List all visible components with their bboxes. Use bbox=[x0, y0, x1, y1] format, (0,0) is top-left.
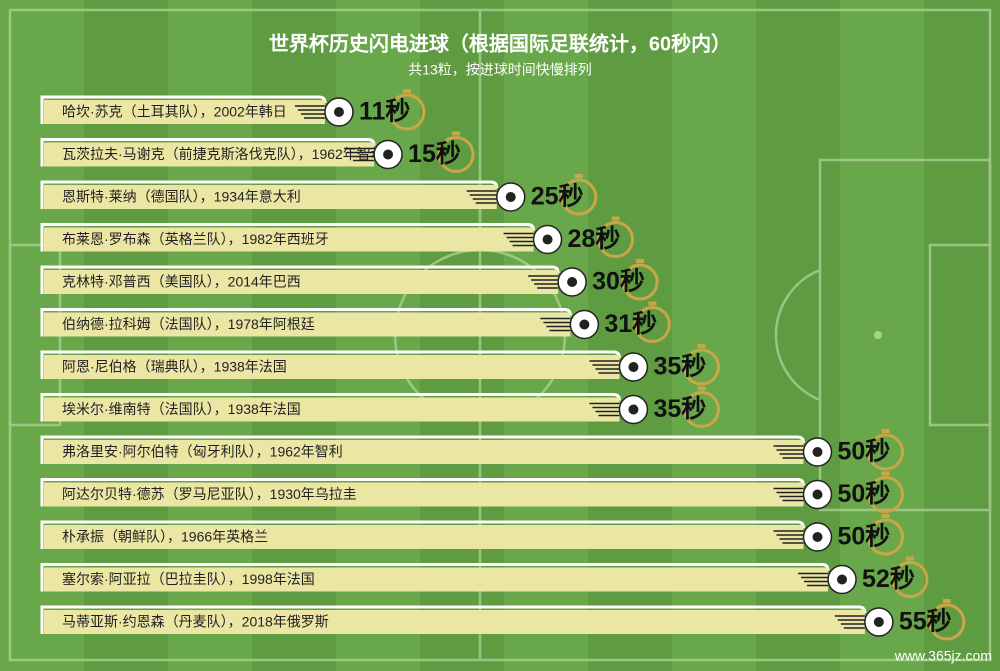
stopwatch-knob bbox=[881, 471, 890, 476]
ball-patch bbox=[579, 319, 590, 330]
value-label: 15秒 bbox=[408, 140, 461, 168]
ball-patch bbox=[505, 192, 516, 202]
bar bbox=[44, 142, 375, 167]
bar bbox=[44, 270, 559, 294]
ball-patch bbox=[812, 532, 823, 542]
stopwatch bbox=[633, 306, 671, 343]
value-label: 52秒 bbox=[862, 565, 915, 593]
value-label: 11秒 bbox=[359, 98, 410, 126]
stopwatch-knob bbox=[881, 429, 890, 433]
stopwatch bbox=[891, 561, 929, 598]
bar-label: 布莱恩·罗布森（英格兰队），1982年西班牙 bbox=[62, 231, 329, 247]
ball-patch bbox=[567, 277, 578, 287]
stopwatch-knob bbox=[942, 599, 951, 603]
bar-label: 阿达尔贝特·德苏（罗马尼亚队），1930年乌拉圭 bbox=[62, 486, 357, 502]
bar bbox=[44, 227, 534, 252]
ball-patch bbox=[812, 489, 823, 500]
value-label: 25秒 bbox=[531, 183, 584, 211]
bar-label: 马蒂亚斯·约恩森（丹麦队），2018年俄罗斯 bbox=[62, 614, 329, 630]
bar-label: 瓦茨拉夫·马谢克（前捷克斯洛伐克队），1962年智利 bbox=[62, 146, 385, 162]
bar-label: 哈坎·苏克（土耳其队），2002年韩日 bbox=[62, 104, 287, 120]
ball-patch bbox=[837, 574, 848, 585]
stopwatch-knob bbox=[611, 216, 620, 221]
value-label: 35秒 bbox=[653, 353, 706, 381]
bar-label: 恩斯特·莱纳（德国队），1934年意大利 bbox=[62, 189, 301, 205]
stopwatch bbox=[867, 433, 904, 471]
stopwatch-knob bbox=[697, 386, 706, 391]
value-label: 28秒 bbox=[568, 225, 621, 253]
stopwatch-knob bbox=[636, 259, 645, 263]
chart-subtitle: 共13粒，按进球时间快慢排列 bbox=[408, 62, 592, 78]
bar bbox=[44, 440, 804, 464]
value-label: 35秒 bbox=[653, 395, 706, 423]
stopwatch bbox=[867, 476, 904, 513]
bar bbox=[44, 185, 497, 209]
stopwatch bbox=[388, 93, 426, 131]
ball-patch bbox=[333, 107, 344, 117]
ball-patch bbox=[628, 404, 639, 415]
ball-patch bbox=[383, 149, 394, 160]
stopwatch bbox=[867, 518, 904, 556]
value-label: 50秒 bbox=[838, 480, 891, 508]
stopwatch bbox=[560, 178, 598, 216]
stopwatch bbox=[928, 603, 966, 641]
bar-label: 伯纳德·拉科姆（法国队），1978年阿根廷 bbox=[62, 316, 315, 332]
bar-label: 阿恩·尼伯格（瑞典队），1938年法国 bbox=[62, 359, 287, 375]
bar bbox=[44, 482, 804, 507]
stopwatch bbox=[437, 136, 475, 173]
stopwatch bbox=[621, 263, 659, 301]
bar bbox=[44, 355, 620, 379]
stopwatch-knob bbox=[452, 131, 461, 136]
stopwatch-knob bbox=[881, 514, 890, 518]
ball-patch bbox=[542, 234, 553, 245]
bar bbox=[44, 397, 620, 422]
stopwatch bbox=[682, 348, 720, 386]
value-label: 50秒 bbox=[838, 438, 891, 466]
ball-patch bbox=[812, 447, 823, 457]
stopwatch-knob bbox=[648, 301, 657, 306]
bar-label: 塞尔索·阿亚拉（巴拉圭队），1998年法国 bbox=[62, 571, 315, 587]
watermark: www.365jz.com bbox=[894, 648, 992, 664]
bar bbox=[44, 567, 829, 592]
bar-label: 朴承振（朝鲜队），1966年英格兰 bbox=[62, 529, 268, 545]
stopwatch bbox=[682, 391, 720, 428]
bar-label: 克林特·邓普西（美国队），2014年巴西 bbox=[62, 274, 301, 290]
stopwatch-knob bbox=[574, 174, 583, 178]
value-label: 55秒 bbox=[899, 608, 952, 636]
stopwatch bbox=[597, 221, 635, 258]
bar-label: 弗洛里安·阿尔伯特（匈牙利队），1962年智利 bbox=[62, 444, 343, 460]
ball-patch bbox=[628, 362, 639, 372]
ball-patch bbox=[873, 617, 884, 627]
bar bbox=[44, 610, 865, 634]
value-label: 31秒 bbox=[604, 310, 657, 338]
chart-title: 世界杯历史闪电进球（根据国际足联统计，60秒内） bbox=[269, 31, 731, 55]
value-label: 30秒 bbox=[592, 268, 645, 296]
bar-label: 埃米尔·维南特（法国队），1938年法国 bbox=[62, 401, 301, 417]
stopwatch-knob bbox=[697, 344, 706, 348]
bar bbox=[44, 100, 325, 124]
bar bbox=[44, 525, 804, 549]
value-label: 50秒 bbox=[838, 523, 891, 551]
stopwatch-knob bbox=[906, 556, 915, 561]
bar bbox=[44, 312, 571, 337]
stopwatch-knob bbox=[402, 89, 411, 93]
